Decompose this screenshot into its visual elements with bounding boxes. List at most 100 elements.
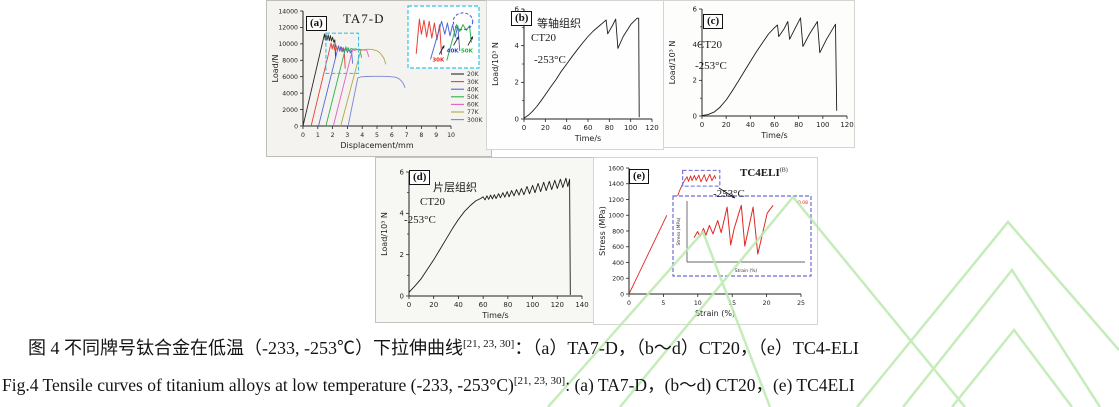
svg-text:8000: 8000 <box>282 58 298 65</box>
svg-text:Stress (MPa): Stress (MPa) <box>598 206 607 256</box>
svg-text:40: 40 <box>746 121 755 129</box>
svg-text:2: 2 <box>693 77 697 85</box>
svg-text:80: 80 <box>605 124 614 132</box>
caption-en-references: [21, 23, 30] <box>513 375 566 388</box>
svg-text:0: 0 <box>515 115 519 123</box>
svg-text:1200: 1200 <box>608 197 624 204</box>
panel-b-temperature-label: -253°C <box>534 54 566 66</box>
caption-cn-text: 图 4 不同牌号钛合金在低温（-233, -253℃）下拉伸曲线 <box>28 338 463 358</box>
panel-e-title-superscript: (B) <box>779 167 788 174</box>
svg-text:6: 6 <box>390 132 394 139</box>
panel-b-alloy-label: CT20 <box>531 32 557 44</box>
caption-en-text: Fig.4 Tensile curves of titanium alloys … <box>2 375 514 395</box>
svg-text:0: 0 <box>294 123 298 130</box>
svg-text:14000: 14000 <box>278 8 298 15</box>
svg-text:0: 0 <box>693 112 697 120</box>
svg-text:4: 4 <box>515 42 520 50</box>
inset-zoom-view: Stress (MPa) Strain (%) 0.08 <box>672 195 812 277</box>
svg-text:100: 100 <box>816 121 829 129</box>
svg-text:2000: 2000 <box>282 107 298 114</box>
svg-text:30K: 30K <box>467 79 480 86</box>
svg-text:40K: 40K <box>447 48 460 54</box>
svg-text:Load/N: Load/N <box>271 55 280 83</box>
svg-text:Displacement/mm: Displacement/mm <box>340 141 413 150</box>
svg-text:12000: 12000 <box>278 25 298 32</box>
svg-text:0.08: 0.08 <box>798 200 808 206</box>
svg-text:1600: 1600 <box>608 165 624 172</box>
svg-text:200: 200 <box>612 276 624 283</box>
svg-text:20: 20 <box>763 300 771 307</box>
panel-c-plot: 0 20 40 60 80 100 120 0 2 4 6 Time/s Load/10³ N <box>668 5 854 140</box>
svg-text:0: 0 <box>301 132 305 139</box>
svg-text:20: 20 <box>429 301 438 309</box>
svg-text:0: 0 <box>620 291 624 298</box>
svg-text:6: 6 <box>515 5 520 13</box>
panel-b-ct20-equiaxed-chart: 0 20 40 60 80 100 120 0 2 4 6 Time/s Load/10³ N (b) … <box>486 0 664 150</box>
panel-d-alloy-label: CT20 <box>420 196 446 208</box>
series-20K <box>302 33 337 127</box>
panel-d-temperature-label: -253°C <box>404 214 436 226</box>
axes: 0 20 40 60 80 100 120 0 2 4 6 Time/s Load/10³ N <box>668 5 854 140</box>
svg-text:6: 6 <box>693 5 698 13</box>
panel-e-alloy-name: TC4ELI <box>740 167 780 179</box>
svg-text:15: 15 <box>728 300 736 307</box>
svg-text:40K: 40K <box>467 86 480 93</box>
svg-text:120: 120 <box>840 121 853 129</box>
svg-text:80: 80 <box>794 121 803 129</box>
panel-d-microstructure-label: 片层组织 <box>433 182 477 194</box>
zoom-source-box <box>682 169 721 187</box>
svg-text:25: 25 <box>797 300 805 307</box>
svg-text:1: 1 <box>316 132 320 139</box>
caption-english: Fig.4 Tensile curves of titanium alloys … <box>2 372 855 397</box>
svg-text:30K: 30K <box>432 57 445 63</box>
svg-text:60: 60 <box>770 121 779 129</box>
svg-text:Strain (%): Strain (%) <box>735 268 758 274</box>
axes: 0 20 40 60 80 100 120 0 2 4 6 Time/s Load/10³ N <box>491 5 659 143</box>
panel-a-title: TA7-D <box>343 11 385 26</box>
svg-text:10: 10 <box>694 300 702 307</box>
panel-c-temperature-label: -253°C <box>695 60 727 72</box>
svg-text:100: 100 <box>526 301 539 309</box>
svg-text:1400: 1400 <box>608 181 624 188</box>
svg-text:2: 2 <box>515 79 519 87</box>
svg-text:6: 6 <box>400 168 405 176</box>
svg-text:5: 5 <box>661 300 665 307</box>
svg-text:2: 2 <box>400 251 404 259</box>
svg-text:Time/s: Time/s <box>760 131 787 140</box>
series-77K <box>340 48 387 127</box>
svg-text:5: 5 <box>375 132 379 139</box>
panel-a-tag: (a) <box>306 16 327 31</box>
svg-text:0: 0 <box>522 124 526 132</box>
series-CT20 -253C <box>701 17 838 117</box>
caption-chinese: 图 4 不同牌号钛合金在低温（-233, -253℃）下拉伸曲线[21, 23,… <box>28 334 859 360</box>
panel-b-microstructure-label: 等轴组织 <box>537 18 581 30</box>
series-30K <box>310 42 346 127</box>
svg-text:Strain (%): Strain (%) <box>695 309 735 318</box>
svg-text:Load/10³ N: Load/10³ N <box>491 42 500 86</box>
panel-d-tag: (d) <box>409 170 431 185</box>
svg-text:140: 140 <box>575 301 588 309</box>
svg-text:60: 60 <box>479 301 488 309</box>
svg-text:1000: 1000 <box>608 213 624 220</box>
svg-text:Load/10³ N: Load/10³ N <box>380 212 389 256</box>
panel-d-ct20-lamellar-chart: 0 20 40 60 80 100 120 140 0 2 4 6 Time/s Load/10³ N (… <box>375 157 597 323</box>
panel-c-ct20-chart: 0 20 40 60 80 100 120 0 2 4 6 Time/s Load/10³ N (c) … <box>663 0 855 148</box>
svg-text:Time/s: Time/s <box>574 134 601 143</box>
svg-text:800: 800 <box>612 228 624 235</box>
panel-c-tag: (c) <box>703 14 724 29</box>
panel-c-alloy-label: CT20 <box>697 39 723 51</box>
svg-text:80: 80 <box>503 301 512 309</box>
series-lamellar CT20 -253C <box>408 177 571 296</box>
svg-text:600: 600 <box>612 244 624 251</box>
svg-text:100: 100 <box>624 124 637 132</box>
svg-text:10: 10 <box>447 132 455 139</box>
svg-text:77K: 77K <box>467 109 480 116</box>
svg-text:4: 4 <box>693 41 698 49</box>
svg-text:20: 20 <box>541 124 550 132</box>
panel-b-plot: 0 20 40 60 80 100 120 0 2 4 6 Time/s Load/10³ N <box>491 5 659 143</box>
svg-text:3: 3 <box>345 132 349 139</box>
panel-e-tag: (e) <box>629 169 650 184</box>
svg-text:40: 40 <box>454 301 463 309</box>
